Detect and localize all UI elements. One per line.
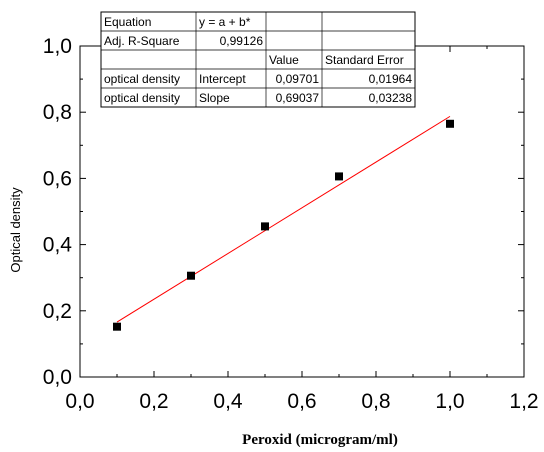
y-axis-title: Optical density (8, 187, 23, 273)
data-point (113, 322, 121, 331)
x-tick-label: 0,8 (361, 390, 390, 413)
y-tick-label: 0,4 (43, 234, 73, 257)
data-point (446, 119, 454, 128)
y-tick-label: 0,0 (43, 366, 72, 389)
data-point (187, 271, 195, 280)
table-cell: Intercept (199, 72, 246, 86)
table-cell: Value (269, 53, 299, 67)
table-cell: 0,01964 (369, 72, 413, 86)
x-tick-label: 0,4 (213, 390, 243, 413)
y-tick-label: 0,2 (43, 300, 72, 323)
table-cell: Slope (199, 91, 230, 105)
x-tick-label: 0,2 (139, 390, 168, 413)
data-point (261, 222, 269, 231)
regression-stats-table: Equation y = a + b* Adj. R-Square 0,99126 Va… (100, 11, 416, 108)
table-cell: Standard Error (325, 53, 404, 67)
table-cell: 0,03238 (369, 91, 413, 105)
tick-labels: 0,0 0,2 0,4 0,6 0,8 1,0 1,2 0,0 0,2 0,4 0,6 0,8 1,0 (43, 35, 539, 413)
table-box (100, 11, 416, 108)
x-axis-title: Peroxid (microgram/ml) (242, 432, 398, 448)
table-cell: y = a + b* (199, 15, 251, 29)
table-cell: optical density (104, 91, 180, 105)
y-tick-label: 1,0 (43, 35, 72, 58)
table-cell: 0,09701 (276, 72, 320, 86)
x-tick-label: 0,0 (65, 390, 94, 413)
data-point (335, 172, 343, 181)
linear-fit-line (116, 115, 451, 323)
y-tick-label: 0,8 (43, 101, 72, 124)
x-tick-label: 1,2 (509, 390, 538, 413)
x-tick-label: 1,0 (435, 390, 464, 413)
table-cell: 0,99126 (220, 34, 264, 48)
table-cell: Equation (104, 15, 151, 29)
fit-line-layer (116, 115, 451, 323)
data-points (113, 119, 454, 331)
y-tick-label: 0,6 (43, 167, 72, 190)
table-cell: Adj. R-Square (104, 34, 180, 48)
table-cell: optical density (104, 72, 180, 86)
x-tick-label: 0,6 (287, 390, 316, 413)
table-cell: 0,69037 (276, 91, 320, 105)
